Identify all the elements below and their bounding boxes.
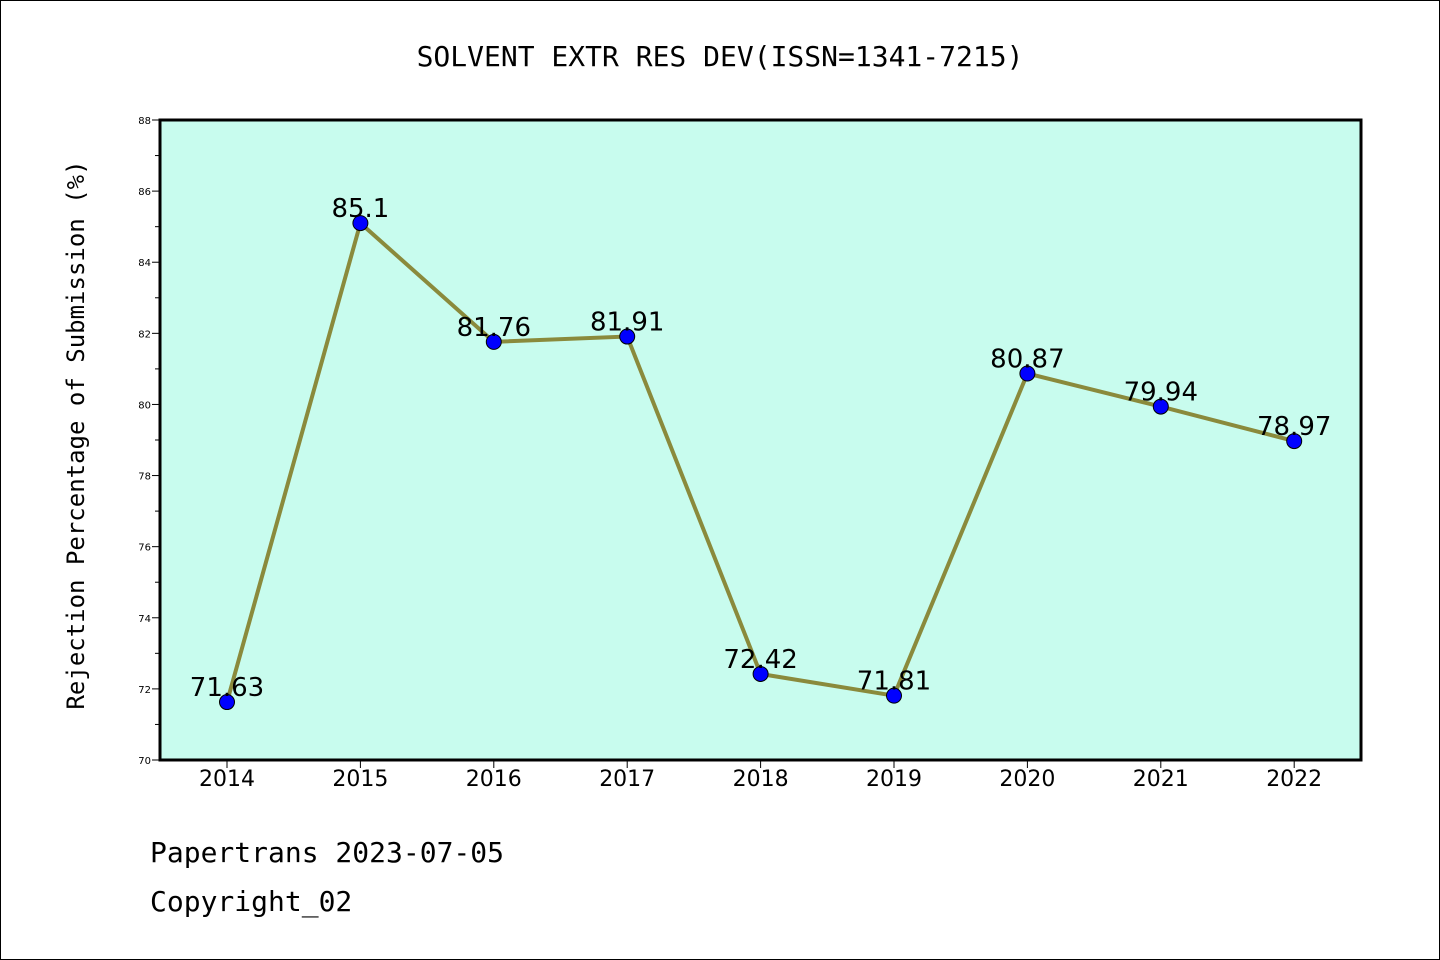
x-tick-label: 2017	[599, 767, 655, 792]
y-tick-label: 84	[138, 258, 151, 269]
y-tick-label: 78	[138, 472, 151, 483]
data-point	[1286, 433, 1303, 450]
data-point	[752, 665, 769, 682]
data-label: 71.81	[857, 667, 931, 697]
x-tick-label: 2015	[332, 767, 388, 792]
data-label: 80.87	[990, 345, 1064, 375]
x-tick-label: 2021	[1133, 767, 1189, 792]
y-tick-label: 82	[138, 329, 151, 340]
y-tick-label: 88	[138, 116, 151, 127]
data-label: 79.94	[1124, 378, 1198, 408]
x-tick-label: 2014	[199, 767, 255, 792]
data-points	[219, 215, 1303, 711]
y-tick-label: 86	[138, 187, 151, 198]
data-label: 71.63	[190, 673, 264, 703]
footer-date: Papertrans 2023-07-05	[150, 836, 505, 869]
axis-ticks: 70 72 74 76 78 80 82 84 86 88 2014 2015 2016 2017 2018…	[138, 116, 1322, 792]
y-tick-label: 74	[138, 614, 151, 625]
data-label: 81.91	[590, 308, 664, 338]
chart-title: SOLVENT EXTR RES DEV(ISSN=1341-7215)	[417, 40, 1024, 73]
data-label: 81.76	[457, 313, 531, 343]
y-tick-label: 76	[138, 543, 151, 554]
y-tick-label: 70	[138, 756, 151, 767]
x-tick-label: 2020	[999, 767, 1055, 792]
data-label: 85.1	[331, 194, 389, 224]
data-point	[619, 328, 636, 345]
data-labels: 71.63 85.1 81.76 81.91 72.42 71.81 80.87 79.94 7…	[190, 194, 1332, 703]
x-tick-label: 2019	[866, 767, 922, 792]
data-point	[485, 333, 502, 350]
data-point	[1019, 365, 1036, 382]
data-label: 78.97	[1257, 412, 1331, 442]
x-tick-label: 2016	[466, 767, 522, 792]
y-tick-label: 72	[138, 685, 151, 696]
x-tick-label: 2022	[1266, 767, 1322, 792]
y-tick-label: 80	[138, 400, 151, 411]
data-point	[352, 215, 369, 232]
data-label: 72.42	[723, 645, 797, 675]
x-tick-label: 2018	[733, 767, 789, 792]
data-point	[1152, 398, 1169, 415]
data-point	[219, 694, 235, 711]
data-point	[886, 687, 902, 704]
footer-copyright: Copyright_02	[150, 885, 353, 918]
y-axis-label: Rejection Percentage of Submission (%)	[62, 160, 90, 709]
